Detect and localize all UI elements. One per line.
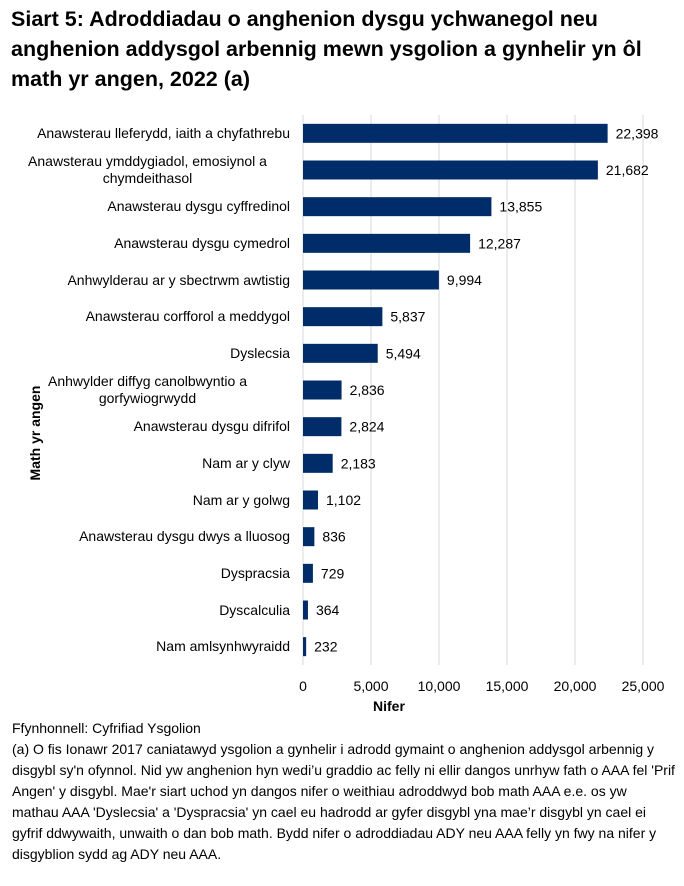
category-label-text: Dyslecsia bbox=[230, 344, 290, 361]
data-label: 21,682 bbox=[606, 162, 649, 178]
data-label: 12,287 bbox=[478, 235, 521, 251]
bar bbox=[303, 343, 378, 363]
category-label: Anawsterau dysgu cyffredinol bbox=[5, 187, 290, 227]
category-label: Dyslecsia bbox=[5, 333, 290, 373]
category-label: Anawsterau lleferydd, iaith a chyfathreb… bbox=[5, 113, 290, 153]
bar bbox=[303, 600, 308, 620]
bar bbox=[303, 453, 333, 473]
bar bbox=[303, 123, 608, 143]
x-tick-label: 0 bbox=[299, 678, 307, 694]
data-label: 232 bbox=[314, 639, 338, 655]
x-tick-label: 20,000 bbox=[554, 678, 597, 694]
category-label-text: Nam ar y golwg bbox=[192, 491, 290, 508]
category-label-text: Anhwylderau ar y sbectrwm awtistig bbox=[67, 271, 290, 288]
data-label: 5,494 bbox=[386, 345, 421, 361]
category-label-text: Anawsterau dysgu cyffredinol bbox=[107, 198, 290, 215]
category-label: Nam amlsynhwyraidd bbox=[5, 627, 290, 667]
data-label: 364 bbox=[316, 602, 340, 618]
x-axis-title: Nifer bbox=[373, 698, 405, 714]
data-label: 1,102 bbox=[326, 492, 361, 508]
category-label-text: Anawsterau dysgu dwys a lluosog bbox=[79, 528, 290, 545]
data-label: 5,837 bbox=[390, 309, 425, 325]
data-label: 2,183 bbox=[341, 455, 376, 471]
category-label: Anawsterau dysgu difrifol bbox=[5, 407, 290, 447]
data-label: 836 bbox=[322, 529, 346, 545]
footnote: (a) O fis Ionawr 2017 caniatawyd ysgolio… bbox=[12, 741, 675, 862]
data-label: 13,855 bbox=[499, 199, 542, 215]
bar bbox=[303, 637, 307, 657]
category-label-text: Anawsterau dysgu difrifol bbox=[133, 418, 290, 435]
bar bbox=[303, 270, 439, 290]
y-axis-title: Math yr angen bbox=[27, 385, 43, 481]
data-label: 9,994 bbox=[447, 272, 482, 288]
bar bbox=[303, 307, 383, 327]
bar bbox=[303, 380, 342, 400]
category-label-text: Nam amlsynhwyraidd bbox=[156, 638, 290, 655]
category-label-text: Anhwylder diffyg canolbwyntio a gorfywio… bbox=[48, 373, 247, 406]
notes: Ffynhonnell: Cyfrifiad Ysgolion (a) O fi… bbox=[12, 718, 677, 865]
chart-title: Siart 5: Adroddiadau o anghenion dysgu y… bbox=[11, 7, 642, 91]
category-label-text: Dyspracsia bbox=[220, 564, 290, 581]
category-label-text: Anawsterau ymddygiadol, emosiynol a chym… bbox=[28, 153, 267, 186]
category-label: Nam ar y golwg bbox=[5, 480, 290, 520]
data-label: 729 bbox=[321, 565, 345, 581]
bar bbox=[303, 563, 313, 583]
category-label: Nam ar y clyw bbox=[5, 443, 290, 483]
category-label-text: Anawsterau lleferydd, iaith a chyfathreb… bbox=[37, 124, 290, 141]
bar bbox=[303, 160, 598, 180]
category-label-text: Anawsterau corfforol a meddygol bbox=[85, 308, 290, 325]
bar bbox=[303, 527, 315, 547]
bar bbox=[303, 490, 318, 510]
x-tick-label: 5,000 bbox=[353, 678, 388, 694]
data-label: 22,398 bbox=[616, 125, 659, 141]
category-label-text: Dyscalculia bbox=[219, 601, 290, 618]
x-tick-label: 10,000 bbox=[418, 678, 461, 694]
category-label-text: Nam ar y clyw bbox=[202, 454, 290, 471]
category-label-text: Anawsterau dysgu cymedrol bbox=[114, 234, 290, 251]
category-label: Anawsterau dysgu dwys a lluosog bbox=[5, 517, 290, 557]
category-label: Dyspracsia bbox=[5, 553, 290, 593]
category-label: Anhwylder diffyg canolbwyntio a gorfywio… bbox=[5, 370, 290, 410]
source-note: Ffynhonnell: Cyfrifiad Ysgolion bbox=[12, 720, 201, 736]
data-label: 2,836 bbox=[350, 382, 385, 398]
x-tick-label: 25,000 bbox=[622, 678, 665, 694]
data-label: 2,824 bbox=[349, 419, 384, 435]
category-label: Anawsterau dysgu cymedrol bbox=[5, 223, 290, 263]
bar bbox=[303, 417, 342, 437]
category-label: Anawsterau ymddygiadol, emosiynol a chym… bbox=[5, 150, 290, 190]
x-tick-label: 15,000 bbox=[486, 678, 529, 694]
bar bbox=[303, 197, 492, 217]
category-label: Anhwylderau ar y sbectrwm awtistig bbox=[5, 260, 290, 300]
category-label: Anawsterau corfforol a meddygol bbox=[5, 297, 290, 337]
category-label: Dyscalculia bbox=[5, 590, 290, 630]
bar bbox=[303, 233, 471, 253]
